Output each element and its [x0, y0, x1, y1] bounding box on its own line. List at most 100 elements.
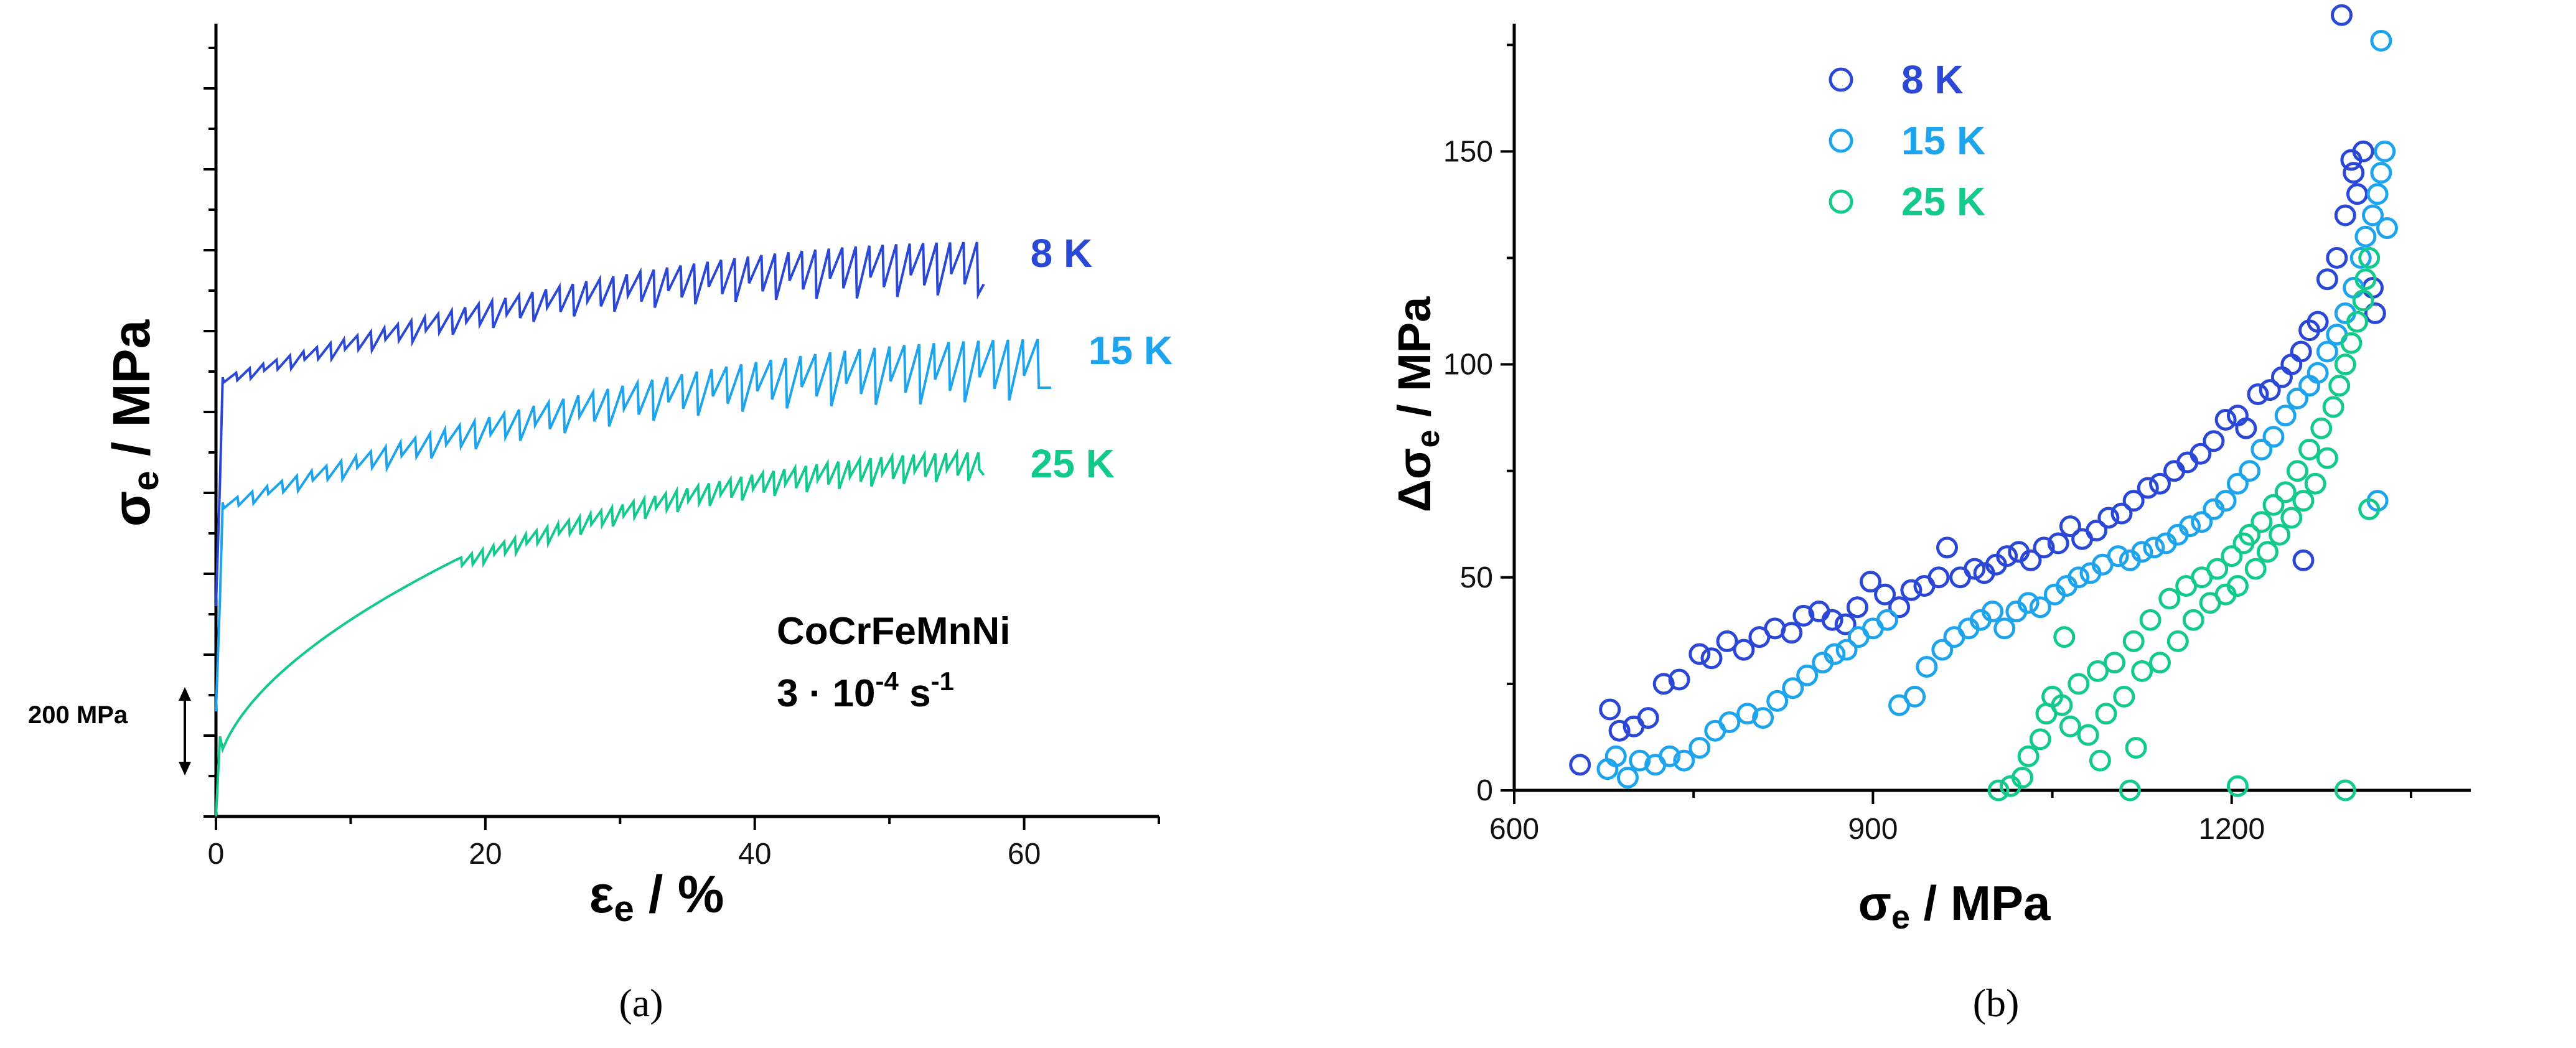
data-point: [1716, 630, 1738, 652]
data-point: [2280, 507, 2303, 529]
data-point: [2107, 545, 2129, 568]
data-point: [2346, 311, 2368, 333]
data-point: [2239, 523, 2261, 546]
data-point: [1821, 609, 1843, 631]
legend-label: 8 K: [1901, 57, 1964, 102]
data-point: [2262, 426, 2285, 448]
data-point: [2182, 609, 2204, 631]
data-point: [2352, 289, 2374, 312]
data-point: [2354, 225, 2377, 248]
data-point: [2349, 246, 2372, 269]
data-point: [1604, 745, 1627, 767]
data-point: [2352, 140, 2374, 162]
data-point: [2122, 630, 2145, 652]
data-point: [2131, 541, 2153, 563]
data-point: [2166, 630, 2189, 652]
panel-a-stress-strain: 0 20 40 60 8 K 15 K 25 K σe / MPa εe / % 200 …: [28, 24, 1173, 1025]
panel-a-caption: (a): [619, 981, 663, 1025]
data-point: [2235, 417, 2257, 439]
data-point: [2304, 472, 2326, 495]
data-point: [2364, 302, 2386, 324]
panel-b-x-tick-label: 600: [1489, 813, 1539, 846]
data-point: [1629, 749, 1651, 772]
data-point: [1900, 579, 1923, 601]
data-point: [2262, 494, 2285, 516]
data-point: [2191, 511, 2213, 533]
data-point: [1846, 596, 1868, 619]
data-point: [2310, 417, 2333, 439]
points-15k: [1596, 29, 2398, 788]
data-point: [2334, 353, 2356, 376]
data-point: [2286, 460, 2308, 482]
panel-b-x-tick-label: 1200: [2198, 813, 2265, 846]
data-point: [2087, 660, 2109, 682]
panel-b-x-label: σe / MPa: [1858, 876, 2051, 936]
data-point: [1733, 639, 1755, 661]
data-point: [2316, 447, 2338, 469]
data-point: [2280, 353, 2303, 376]
data-point: [2370, 162, 2392, 184]
panel-a-curves: [215, 241, 1051, 817]
data-point: [2179, 515, 2201, 538]
data-point: [2131, 660, 2153, 682]
data-point: [2256, 541, 2279, 563]
data-point: [2077, 724, 2099, 746]
data-point: [2033, 536, 2055, 559]
data-point: [2259, 379, 2281, 401]
panel-a-x-ticks: 0 20 40 60: [208, 816, 1160, 871]
data-point: [2307, 362, 2329, 384]
data-point: [1874, 583, 1896, 606]
panel-b-y-tick-label: 100: [1443, 349, 1493, 381]
panel-a-x-tick-label: 0: [208, 838, 225, 871]
scale-bar: 200 MPa: [28, 687, 191, 775]
data-point: [2221, 545, 2243, 568]
data-point: [2059, 715, 2081, 737]
data-point: [1752, 707, 1774, 729]
points-25k: [1987, 246, 2381, 802]
data-point: [2270, 366, 2293, 388]
data-point: [1792, 604, 1815, 627]
data-point: [2017, 592, 2040, 614]
data-point: [1936, 536, 1958, 559]
panel-a-y-ticks: [204, 47, 216, 818]
data-point: [2334, 779, 2356, 802]
legend-marker: [1829, 189, 1853, 214]
data-point: [1931, 639, 1954, 661]
data-point: [2047, 532, 2069, 554]
data-point: [2334, 204, 2356, 227]
data-point: [2059, 515, 2081, 538]
data-point: [2322, 396, 2344, 418]
legend-label: 15 K: [1901, 118, 1985, 163]
data-point: [2226, 472, 2249, 495]
data-point: [2307, 311, 2329, 333]
data-point: [2343, 162, 2365, 184]
data-point: [2086, 520, 2108, 541]
data-point: [2274, 405, 2297, 427]
data-point: [2113, 685, 2135, 708]
panel-a-x-tick-label: 60: [1008, 838, 1041, 871]
data-point: [2158, 587, 2181, 610]
panel-b-scatter: 0 50 100 150 600 900 1200 8 K 15 K 25 K Δσe / M…: [1389, 4, 2471, 1025]
data-point: [2119, 779, 2141, 802]
data-point: [1569, 754, 1591, 776]
data-point: [2316, 340, 2338, 363]
data-point: [2203, 430, 2225, 452]
data-point: [1688, 737, 1711, 759]
data-point: [2122, 490, 2145, 512]
panel-b-caption: (b): [1973, 981, 2020, 1025]
data-point: [2250, 438, 2273, 461]
panel-b-y-label: Δσe / MPa: [1389, 296, 1446, 512]
legend-marker: [1829, 67, 1853, 92]
data-point: [2292, 490, 2315, 512]
data-point: [2226, 575, 2249, 597]
data-point: [2239, 460, 2261, 482]
series-label-8k: 8 K: [1031, 231, 1093, 276]
panel-a-x-tick-label: 40: [738, 838, 771, 871]
data-point: [1782, 677, 1804, 699]
data-point: [2370, 29, 2392, 52]
data-point: [2358, 498, 2381, 520]
data-point: [1835, 639, 1858, 661]
data-point: [2340, 332, 2363, 354]
data-point: [1904, 685, 1926, 708]
data-point: [1834, 613, 1857, 635]
